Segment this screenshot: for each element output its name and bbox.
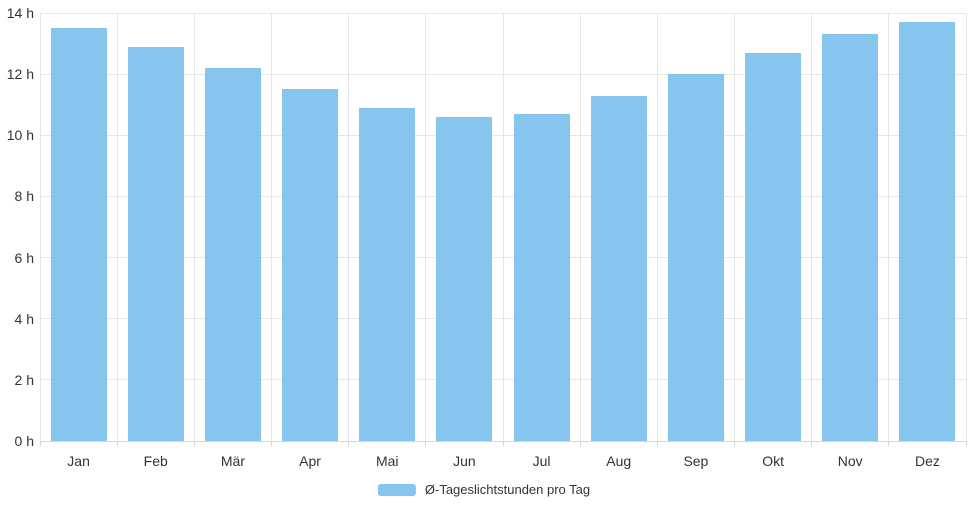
x-axis-tick xyxy=(193,441,195,446)
x-gridline xyxy=(425,13,427,441)
y-axis-label: 0 h xyxy=(14,433,34,449)
y-axis-label: 12 h xyxy=(6,66,34,83)
x-axis-tick xyxy=(425,441,427,446)
bar-Jun[interactable] xyxy=(436,117,493,441)
legend-label: Ø-Tageslichtstunden pro Tag xyxy=(424,482,591,497)
x-axis-label: Dez xyxy=(914,453,940,469)
x-axis-tick xyxy=(811,441,813,446)
x-axis-tick xyxy=(965,441,967,446)
x-gridline xyxy=(271,13,272,441)
y-axis-label: 6 h xyxy=(14,249,34,266)
bar-Nov[interactable] xyxy=(822,34,879,441)
x-gridline xyxy=(579,13,581,441)
x-gridline xyxy=(656,13,658,441)
x-axis-tick xyxy=(888,441,890,446)
x-axis-label: Apr xyxy=(299,453,321,469)
x-axis-tick xyxy=(348,441,350,446)
bar-Jan[interactable] xyxy=(50,28,107,441)
bar-Dez[interactable] xyxy=(899,22,956,441)
x-gridline xyxy=(193,13,195,441)
x-gridline xyxy=(888,13,890,441)
y-axis-label: 10 h xyxy=(6,127,34,144)
x-gridline xyxy=(811,13,813,441)
x-axis-tick xyxy=(116,441,118,446)
x-gridline xyxy=(348,13,350,441)
x-axis-label: Okt xyxy=(762,453,784,469)
bar-Apr[interactable] xyxy=(282,89,339,441)
x-axis-label: Nov xyxy=(837,453,863,469)
x-axis-tick xyxy=(271,441,272,446)
bar-Okt[interactable] xyxy=(745,53,802,441)
x-axis-tick xyxy=(579,441,581,446)
legend-swatch xyxy=(377,484,416,496)
bar-Jul[interactable] xyxy=(513,114,570,441)
x-gridline xyxy=(502,13,504,441)
x-axis-tick xyxy=(734,441,735,446)
bar-Sep[interactable] xyxy=(667,74,724,441)
x-axis-label: Mär xyxy=(220,453,245,469)
x-axis-label: Jan xyxy=(67,453,90,469)
x-gridline xyxy=(965,13,967,441)
x-gridline xyxy=(39,13,41,441)
bar-Feb[interactable] xyxy=(127,47,184,441)
x-axis-label: Aug xyxy=(606,453,632,469)
x-axis-tick xyxy=(502,441,504,446)
legend-item[interactable]: Ø-Tageslichtstunden pro Tag xyxy=(377,481,591,499)
bar-Mär[interactable] xyxy=(204,68,261,441)
y-axis-label: 14 h xyxy=(6,5,34,21)
x-axis-line xyxy=(40,441,967,442)
x-axis-label: Mai xyxy=(375,453,399,469)
x-axis-label: Jul xyxy=(532,453,551,469)
x-axis-label: Jun xyxy=(453,453,476,469)
x-axis-tick xyxy=(656,441,658,446)
bar-Mai[interactable] xyxy=(359,108,416,441)
y-axis-label: 2 h xyxy=(14,371,34,388)
x-gridline xyxy=(734,13,735,441)
x-gridline xyxy=(116,13,118,441)
x-axis-label: Feb xyxy=(143,453,168,469)
bar-Aug[interactable] xyxy=(590,96,647,441)
y-axis-label: 4 h xyxy=(14,310,34,327)
y-axis-label: 8 h xyxy=(14,188,34,205)
x-axis-tick xyxy=(39,441,41,446)
x-axis-label: Sep xyxy=(683,453,709,469)
